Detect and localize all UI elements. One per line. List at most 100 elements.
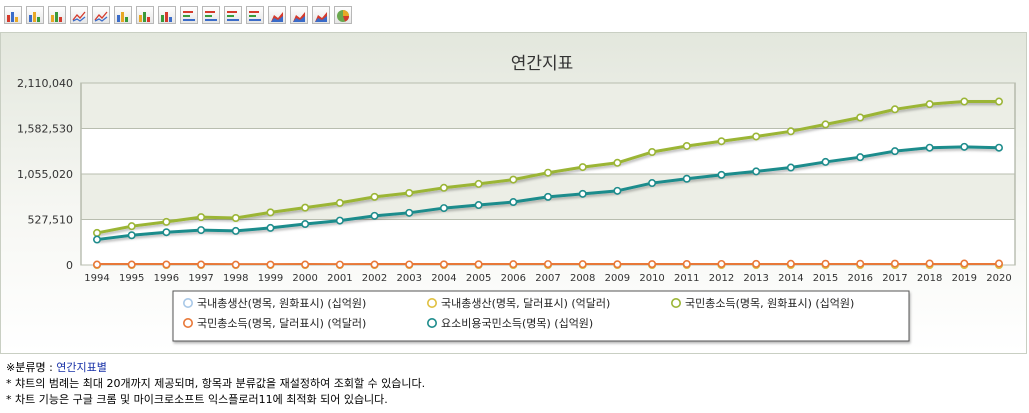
data-point [266,223,275,232]
data-point [925,100,934,109]
line-chart-icon[interactable] [70,6,88,24]
data-point [786,259,795,268]
data-point [231,226,240,235]
data-point [994,143,1003,152]
x-tick-label: 2015 [813,273,838,284]
chart-type-toolbar [4,6,352,26]
horizontal-bar-clustered-icon[interactable] [202,6,220,24]
series-3 [93,97,1003,237]
data-point [474,201,483,210]
data-point [439,260,448,269]
data-point [474,260,483,269]
data-point [890,105,899,114]
data-point [93,235,102,244]
bar-chart-icon[interactable] [4,6,22,24]
data-point [856,153,865,162]
data-point [648,260,657,269]
data-point [752,132,761,141]
x-tick-label: 2009 [605,273,630,284]
legend-marker [426,317,437,328]
series-5 [93,142,1003,244]
data-point [821,157,830,166]
data-point [752,167,761,176]
area-100-icon[interactable] [312,6,330,24]
data-point [439,183,448,192]
legend-item[interactable]: 국내총생산(명목, 달러표시) (억달러) [426,297,611,310]
legend-label: 요소비용국민소득(명목) (십억원) [441,317,593,330]
data-point [405,188,414,197]
data-point [231,260,240,269]
bar-chart-outline-icon[interactable] [26,6,44,24]
data-point [578,163,587,172]
column-3d-icon[interactable] [158,6,176,24]
data-point [717,170,726,179]
data-point [752,259,761,268]
legend-item[interactable]: 국내총생산(명목, 원화표시) (십억원) [183,297,367,310]
x-tick-label: 2016 [848,273,873,284]
data-point [717,137,726,146]
data-point [335,198,344,207]
horizontal-stacked-bar-icon[interactable] [224,6,242,24]
stacked-area-icon[interactable] [290,6,308,24]
data-point [925,143,934,152]
data-point [405,208,414,217]
data-point [370,211,379,220]
data-point [127,231,136,240]
data-point [821,120,830,129]
x-tick-label: 1999 [258,273,283,284]
data-point [197,260,206,269]
legend-label: 국민총소득(명목, 원화표시) (십억원) [685,297,854,310]
data-point [93,260,102,269]
category-prefix: ※분류명 : [6,361,57,374]
x-tick-label: 2020 [986,273,1011,284]
data-point [370,260,379,269]
legend-item[interactable]: 국민총소득(명목, 달러표시) (억달러) [183,317,367,330]
series-4 [93,259,1003,269]
data-point [648,179,657,188]
x-tick-label: 2007 [535,273,560,284]
pie-chart-icon[interactable] [334,6,352,24]
legend-item[interactable]: 요소비용국민소득(명목) (십억원) [426,317,593,330]
legend-marker [426,297,437,308]
y-axis-tick-labels: 0 527,510 1,055,020 1,582,530 2,110,040 [17,77,73,272]
y-tick-label: 527,510 [28,214,74,227]
data-point [578,189,587,198]
plot-band [81,83,1015,129]
y-tick-label: 2,110,040 [17,77,73,90]
plot-band [81,128,1015,174]
data-point [509,198,518,207]
clustered-bar-icon[interactable] [48,6,66,24]
stacked-bar-icon[interactable] [114,6,132,24]
line-chart-markers-icon[interactable] [92,6,110,24]
x-tick-label: 2005 [466,273,491,284]
chart-panel: 연간지표 0 527,510 1,055,020 1,582,530 2,110,040… [0,32,1027,354]
data-point [543,192,552,201]
horizontal-stacked-100-icon[interactable] [246,6,264,24]
plot-band [81,219,1015,265]
legend-marker [183,317,194,328]
data-point [856,113,865,122]
data-point [301,203,310,212]
x-tick-label: 2001 [327,273,352,284]
stacked-bar-100-icon[interactable] [136,6,154,24]
legend-label: 국내총생산(명목, 원화표시) (십억원) [197,297,366,310]
x-tick-label: 1994 [84,273,109,284]
data-point [509,175,518,184]
line-chart: 연간지표 0 527,510 1,055,020 1,582,530 2,110,040… [17,54,1016,342]
data-point [613,260,622,269]
notes: ※분류명 : 연간지표별 * 챠트의 범례는 최대 20개까지 제공되며, 항목… [6,360,425,408]
data-point [335,260,344,269]
horizontal-bar-icon[interactable] [180,6,198,24]
legend-label: 국민총소득(명목, 달러표시) (억달러) [197,317,366,330]
legend: 국내총생산(명목, 원화표시) (십억원) 국내총생산(명목, 달러표시) (억달… [172,290,910,342]
data-point [301,220,310,229]
area-chart-icon[interactable] [268,6,286,24]
data-point [162,228,171,237]
data-point [543,168,552,177]
data-point [370,192,379,201]
data-point [890,147,899,156]
legend-item[interactable]: 국민총소득(명목, 원화표시) (십억원) [670,297,855,310]
x-tick-label: 2003 [397,273,422,284]
data-point [231,213,240,222]
x-tick-label: 2017 [882,273,907,284]
